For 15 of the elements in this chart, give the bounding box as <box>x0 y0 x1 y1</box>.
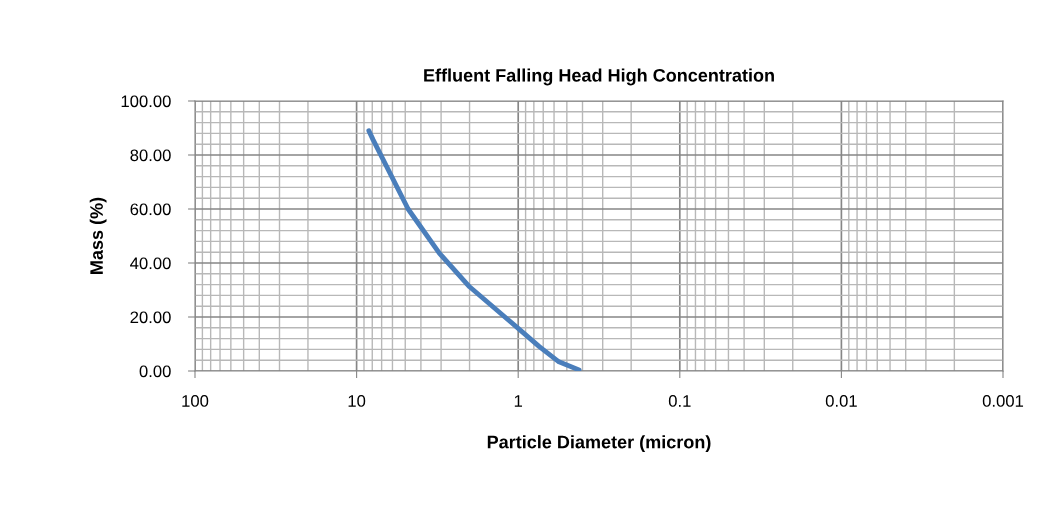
y-tick-label: 20.00 <box>130 311 171 324</box>
y-axis-title: Mass (%) <box>89 197 107 274</box>
y-tick-label: 100.00 <box>121 95 171 108</box>
y-tick-label: 40.00 <box>130 257 171 270</box>
x-tick-label: 0.01 <box>825 395 857 407</box>
x-tick-label: 0.1 <box>668 395 691 407</box>
x-tick-label: 0.001 <box>982 395 1024 407</box>
y-tick-label: 60.00 <box>130 203 171 216</box>
x-axis-title: Particle Diameter (micron) <box>487 435 711 452</box>
x-tick-label: 1 <box>514 395 523 407</box>
x-tick-label: 10 <box>348 395 366 407</box>
x-tick-label: 100 <box>182 395 209 407</box>
y-tick-label: 0.00 <box>139 365 171 378</box>
y-tick-label: 80.00 <box>130 149 171 162</box>
chart-title: Effluent Falling Head High Concentration <box>424 68 774 86</box>
